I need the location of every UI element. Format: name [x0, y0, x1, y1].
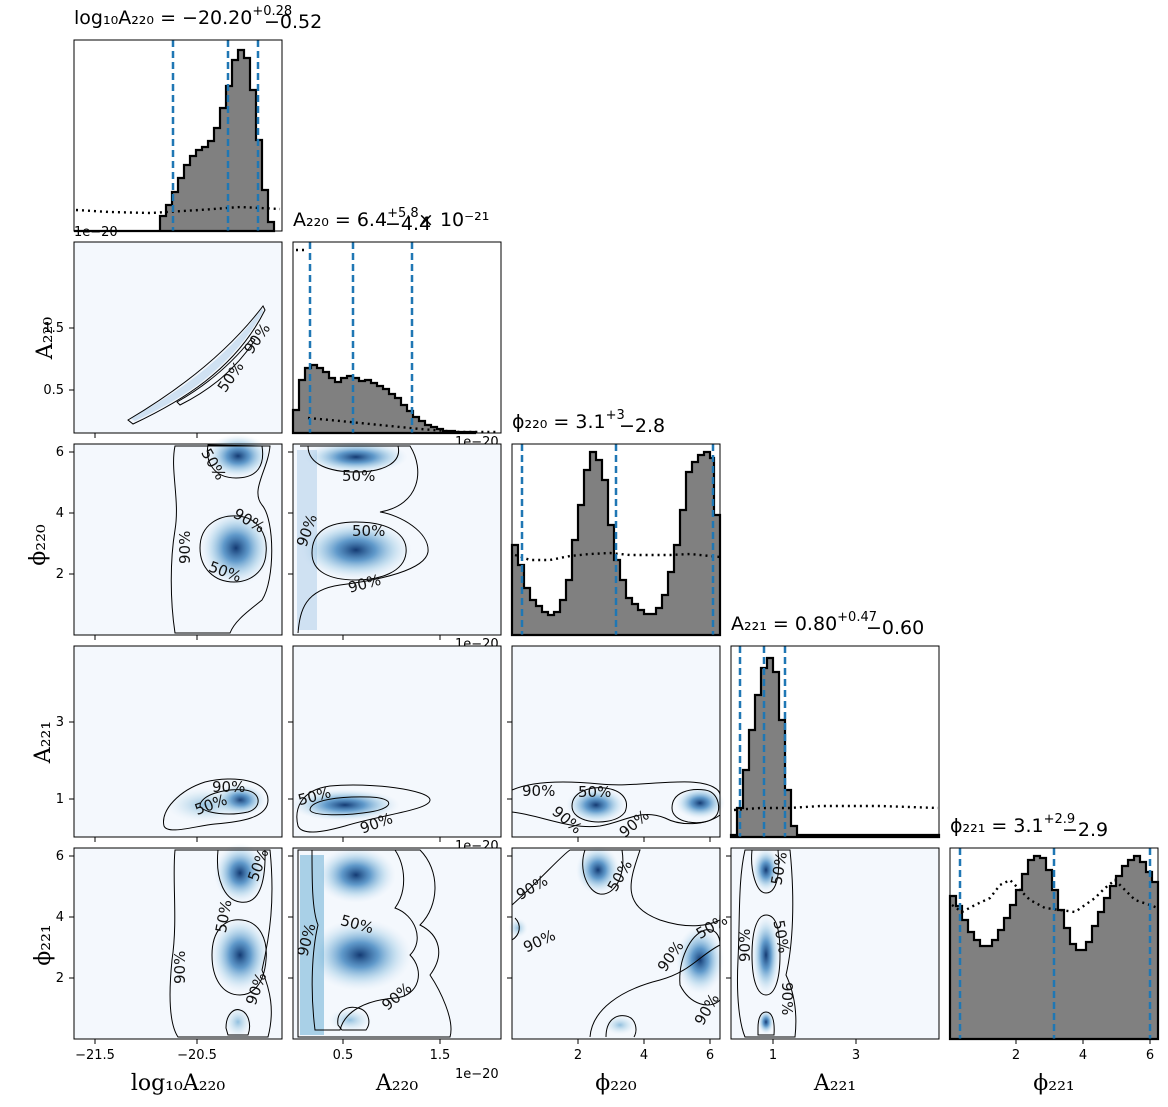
panel-hist-A221 — [731, 646, 939, 837]
title-phi220: ϕ₂₂₀ = 3.1+3 −2.8 — [512, 408, 665, 437]
svg-text:4: 4 — [56, 506, 64, 521]
svg-text:−2.8: −2.8 — [619, 415, 665, 437]
xaxis-A221: 1 3 A₂₂₁ — [769, 1039, 860, 1096]
svg-text:A₂₂₁: A₂₂₁ — [813, 1071, 856, 1096]
svg-text:2: 2 — [56, 567, 64, 582]
svg-text:ϕ₂₂₁ = 3.1+2.9: ϕ₂₂₁ = 3.1+2.9 — [950, 812, 1075, 837]
svg-text:90%: 90% — [778, 982, 796, 1015]
svg-text:1.5: 1.5 — [430, 1048, 451, 1063]
panel-hist-A220: 1e−20 — [293, 242, 501, 450]
svg-text:4: 4 — [640, 1048, 648, 1063]
svg-text:90%: 90% — [736, 929, 754, 962]
svg-text:ϕ₂₂₀: ϕ₂₂₀ — [26, 524, 51, 566]
title-phi221: ϕ₂₂₁ = 3.1+2.9 −2.9 — [950, 812, 1108, 841]
svg-text:1e−20: 1e−20 — [455, 1067, 499, 1082]
panel-A221-vs-phi221: 50% 90% 50% 90% — [731, 848, 939, 1039]
panel-logA220-vs-A220: 90% 50% — [74, 242, 282, 433]
xaxis-logA220: −21.5 −20.5 log₁₀A₂₂₀ — [75, 1039, 225, 1096]
panel-A220-vs-phi221: 50% 90% 90% — [293, 847, 501, 1039]
svg-text:4: 4 — [1079, 1048, 1087, 1063]
svg-text:2: 2 — [1012, 1048, 1020, 1063]
svg-text:3: 3 — [56, 715, 64, 730]
svg-text:6: 6 — [56, 445, 64, 460]
xaxis-phi220: 2 4 6 ϕ₂₂₀ — [574, 1039, 714, 1096]
xaxis-A220: 0.5 1.5 A₂₂₀ 1e−20 — [333, 1039, 499, 1096]
svg-text:90%: 90% — [522, 782, 555, 800]
panel-logA220-vs-phi221: 50% 50% 90% 90% — [74, 843, 282, 1039]
svg-text:50%: 50% — [342, 467, 375, 485]
yaxis-A221: 1 3 A₂₂₁ — [31, 715, 74, 807]
xaxis-phi221: 2 4 6 ϕ₂₂₁ — [1012, 1039, 1154, 1096]
svg-text:2: 2 — [56, 971, 64, 986]
panel-logA220-vs-A221: 90% 50% — [74, 646, 282, 837]
svg-text:90%: 90% — [171, 951, 189, 984]
panel-A220-vs-A221: 50% 90% 1e−20 — [290, 646, 501, 854]
svg-text:−0.60: −0.60 — [866, 617, 924, 639]
svg-text:A₂₂₀: A₂₂₀ — [33, 317, 58, 361]
svg-text:ϕ₂₂₁: ϕ₂₂₁ — [1033, 1071, 1074, 1096]
panel-hist-logA220: 1e−20 — [74, 40, 282, 240]
svg-text:50%: 50% — [352, 522, 385, 540]
panel-hist-phi221 — [950, 848, 1158, 1039]
svg-text:−21.5: −21.5 — [75, 1048, 115, 1063]
svg-text:1e−20: 1e−20 — [74, 225, 118, 240]
svg-text:log₁₀A₂₂₀: log₁₀A₂₂₀ — [131, 1071, 226, 1096]
panel-logA220-vs-phi220: 50% 90% 90% 50% — [74, 434, 282, 635]
svg-text:A₂₂₀: A₂₂₀ — [375, 1071, 419, 1096]
svg-text:0.5: 0.5 — [333, 1048, 354, 1063]
yaxis-A220: 0.5 1.5 A₂₂₀ — [33, 317, 74, 398]
svg-text:ϕ₂₂₀ = 3.1+3: ϕ₂₂₀ = 3.1+3 — [512, 408, 625, 433]
svg-text:−0.52: −0.52 — [264, 11, 322, 33]
svg-text:ϕ₂₂₁: ϕ₂₂₁ — [31, 924, 56, 965]
svg-text:A₂₂₁: A₂₂₁ — [31, 721, 56, 764]
svg-text:−20.5: −20.5 — [177, 1048, 217, 1063]
title-logA220: log₁₀A₂₂₀ = −20.20+0.28 −0.52 — [74, 4, 322, 33]
title-A221: A₂₂₁ = 0.80+0.47 −0.60 — [731, 610, 924, 639]
panel-phi220-vs-phi221: 90% 50% 90% 90% 50% 90% — [508, 846, 731, 1039]
panel-A220-vs-phi220: 50% 50% 90% 90% 1e−20 — [293, 441, 501, 652]
svg-text:ϕ₂₂₀: ϕ₂₂₀ — [595, 1071, 637, 1096]
title-A220: A₂₂₀ = 6.4+5.8 −4.4 × 10⁻²¹ — [293, 206, 489, 235]
yaxis-phi221: 2 4 6 ϕ₂₂₁ — [31, 849, 74, 986]
corner-plot: log₁₀A₂₂₀ = −20.20+0.28 −0.52 A₂₂₀ = 6.4… — [0, 0, 1168, 1107]
svg-text:log₁₀A₂₂₀ = −20.20+0.28: log₁₀A₂₂₀ = −20.20+0.28 — [74, 4, 292, 29]
svg-text:A₂₂₁ = 0.80+0.47: A₂₂₁ = 0.80+0.47 — [731, 610, 877, 635]
panel-hist-phi220 — [512, 444, 720, 635]
svg-text:3: 3 — [852, 1048, 860, 1063]
yaxis-phi220: 2 4 6 ϕ₂₂₀ — [26, 445, 74, 582]
svg-text:2: 2 — [574, 1048, 582, 1063]
svg-text:× 10⁻²¹: × 10⁻²¹ — [418, 209, 489, 231]
svg-text:90%: 90% — [176, 531, 194, 564]
svg-text:6: 6 — [56, 849, 64, 864]
svg-text:6: 6 — [706, 1048, 714, 1063]
svg-text:4: 4 — [56, 910, 64, 925]
svg-text:1: 1 — [56, 792, 64, 807]
svg-text:1: 1 — [769, 1048, 777, 1063]
svg-text:0.5: 0.5 — [43, 383, 64, 398]
svg-text:−2.9: −2.9 — [1062, 819, 1108, 841]
svg-text:50%: 50% — [578, 783, 611, 801]
panel-phi220-vs-A221: 90% 50% 90% 90% — [512, 646, 725, 841]
svg-text:6: 6 — [1146, 1048, 1154, 1063]
